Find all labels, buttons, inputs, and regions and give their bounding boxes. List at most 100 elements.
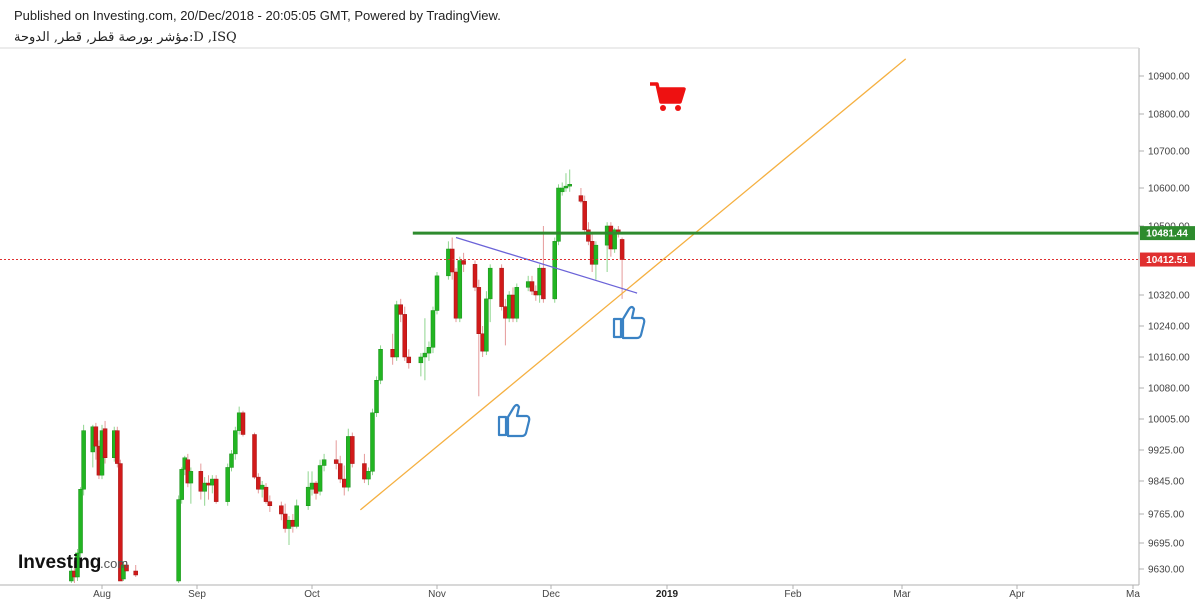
candle bbox=[374, 376, 379, 417]
price-tick-label: 10005.00 bbox=[1148, 415, 1190, 426]
candle bbox=[604, 222, 610, 272]
candle-body-down bbox=[578, 195, 584, 202]
support-trendline[interactable] bbox=[359, 58, 907, 511]
candle-body-up bbox=[525, 281, 531, 288]
candle bbox=[115, 426, 120, 468]
price-tick-label: 9695.00 bbox=[1148, 539, 1185, 550]
candle-body-up bbox=[236, 412, 242, 431]
candle bbox=[593, 241, 599, 280]
logo-suffix: .com bbox=[100, 556, 128, 571]
time-tick-label: Aug bbox=[93, 589, 111, 600]
candle-body-up bbox=[422, 352, 428, 358]
candle-body-up bbox=[294, 505, 299, 527]
candle bbox=[305, 471, 311, 510]
candle bbox=[225, 463, 230, 506]
candle-body-up bbox=[286, 519, 292, 529]
candle-body-up bbox=[225, 467, 230, 502]
candle bbox=[313, 481, 319, 500]
candle-body-up bbox=[346, 436, 351, 488]
candle bbox=[317, 459, 323, 496]
candle bbox=[406, 349, 412, 369]
candle-body-down bbox=[256, 476, 261, 490]
candle bbox=[118, 459, 123, 582]
candle bbox=[342, 465, 347, 496]
candle-body-up bbox=[552, 241, 557, 300]
candle-body-up bbox=[309, 482, 315, 490]
candle-body-up bbox=[188, 471, 194, 484]
down-trendline[interactable] bbox=[455, 236, 638, 294]
price-tick-label: 9925.00 bbox=[1148, 446, 1185, 457]
candle-body-up bbox=[233, 430, 238, 455]
time-tick-label: Oct bbox=[304, 589, 320, 600]
candle-body-down bbox=[586, 229, 591, 242]
candle bbox=[210, 475, 215, 494]
thumbs-up-icon bbox=[612, 305, 646, 340]
candle-body-up bbox=[321, 459, 327, 466]
candle-body-down bbox=[290, 519, 296, 527]
candle bbox=[236, 406, 242, 435]
candle-body-down bbox=[198, 471, 204, 492]
candle bbox=[366, 467, 371, 486]
candle-body-up bbox=[457, 260, 463, 319]
candle-body-down bbox=[362, 463, 367, 480]
candle bbox=[480, 326, 485, 357]
candle-body-down bbox=[213, 478, 219, 502]
candle bbox=[503, 298, 508, 346]
candle bbox=[472, 260, 478, 292]
candle-body-down bbox=[282, 513, 288, 529]
candle-body-down bbox=[398, 304, 403, 315]
candle bbox=[294, 499, 299, 529]
price-axis[interactable]: 10900.0010800.0010700.0010600.0010500.00… bbox=[1139, 72, 1190, 576]
candle bbox=[446, 241, 451, 280]
candle bbox=[506, 291, 512, 323]
candle-body-up bbox=[426, 347, 432, 354]
candle-body-down bbox=[582, 201, 587, 231]
candle-body-down bbox=[252, 434, 257, 478]
candle bbox=[286, 516, 292, 545]
candle bbox=[582, 195, 587, 234]
candle bbox=[453, 268, 459, 323]
candle bbox=[370, 408, 375, 476]
candle-body-down bbox=[449, 248, 455, 273]
candle bbox=[350, 432, 355, 468]
candle-body-down bbox=[342, 478, 347, 488]
candle bbox=[529, 275, 535, 295]
svg-text:10412.51: 10412.51 bbox=[1146, 255, 1188, 266]
candle bbox=[78, 487, 83, 557]
time-tick-label: Mar bbox=[893, 589, 911, 600]
candle bbox=[206, 475, 211, 500]
investing-logo: Investing .com bbox=[18, 552, 128, 573]
logo-text: Investing bbox=[18, 552, 101, 573]
candle-body-down bbox=[406, 356, 412, 364]
candle-body-down bbox=[115, 430, 120, 464]
candle-body-up bbox=[506, 294, 512, 319]
candle-body-down bbox=[263, 486, 269, 502]
candle bbox=[121, 561, 126, 581]
candle-body-up bbox=[604, 225, 610, 246]
candle bbox=[457, 256, 463, 323]
candle-body-down bbox=[279, 505, 284, 515]
candle bbox=[390, 333, 395, 365]
candle-body-down bbox=[589, 241, 595, 265]
plot-area[interactable] bbox=[0, 58, 1139, 583]
candle-body-up bbox=[81, 430, 86, 490]
candle-body-down bbox=[402, 314, 407, 358]
candle-body-up bbox=[394, 304, 399, 358]
candle-body-down bbox=[333, 459, 339, 464]
candle-body-up bbox=[430, 310, 436, 348]
candle-body-down bbox=[337, 463, 343, 480]
time-axis[interactable]: Aug Sep Oct Nov Dec 2019 Feb Mar Apr Ma bbox=[93, 585, 1140, 600]
candle-body-down bbox=[93, 426, 99, 447]
candle bbox=[533, 285, 539, 301]
candle-body-down bbox=[350, 436, 355, 464]
candle-body-down bbox=[118, 463, 123, 582]
candle-body-down bbox=[533, 290, 539, 296]
candle bbox=[333, 440, 339, 470]
candle bbox=[578, 188, 584, 204]
symbol-title: مؤشر بورصة قطر, قطر, الدوحة:D ,ISQ bbox=[14, 30, 237, 45]
candle-body-down bbox=[267, 501, 273, 506]
drawings-layer bbox=[0, 58, 1139, 511]
candle-body-up bbox=[75, 552, 80, 578]
candle-body-down bbox=[608, 225, 614, 250]
